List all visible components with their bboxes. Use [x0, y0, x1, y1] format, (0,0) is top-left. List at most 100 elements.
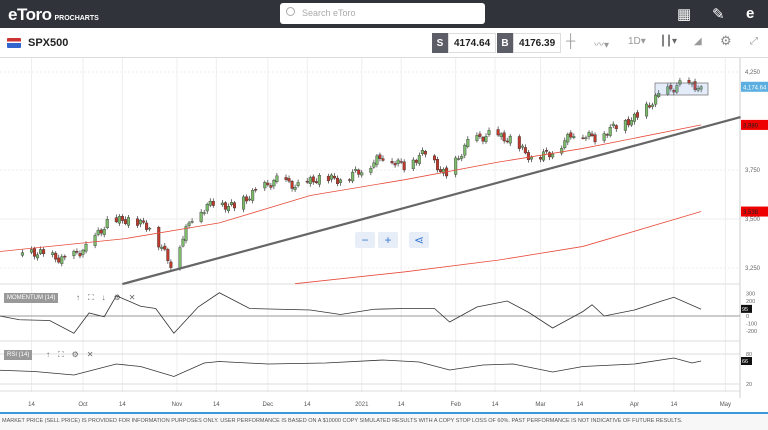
rsi-value-bg [741, 357, 752, 365]
close-icon[interactable]: ✕ [128, 293, 136, 302]
candle-up [623, 120, 627, 131]
candle-down [145, 222, 149, 230]
settings-gear-icon[interactable]: ⚙ [720, 33, 732, 48]
rsi-tick-label: 20 [746, 382, 752, 388]
maximize-icon[interactable]: ⛶ [58, 350, 64, 359]
x-tick-label: Apr [630, 402, 639, 408]
candle-up [36, 254, 40, 259]
sell-price: 4174.64 [448, 33, 497, 53]
candle-down [481, 137, 485, 142]
price-tick-label: 3,750 [745, 168, 761, 174]
candle-up [126, 217, 130, 226]
gear-icon[interactable]: ⚙ [71, 350, 79, 359]
candle-down [336, 177, 340, 184]
candle-down [517, 136, 521, 149]
gear-icon[interactable]: ⚙ [113, 293, 121, 302]
layout-icon[interactable]: ▦ [677, 6, 692, 23]
momentum-label[interactable]: MOMENTUM (14) [4, 293, 59, 303]
maximize-icon[interactable]: ⛶ [88, 293, 94, 302]
candle-up [275, 175, 279, 182]
candle-up [251, 190, 255, 201]
candle-up [487, 130, 491, 135]
ma-fast-tag: 3,980 [743, 123, 759, 129]
ma-fast-tag-bg [741, 119, 768, 130]
zoom-out-button[interactable]: − [355, 232, 375, 248]
last-price-tag: 4,174.64 [743, 85, 767, 91]
price-chart[interactable]: 14 Oct 14 Nov 14 Dec 14 2021 14 Feb 14 Mar 14 Apr 14 Ma… [0, 58, 768, 412]
timeframe-select[interactable]: 1D▾ [628, 36, 646, 47]
sell-label: S [432, 33, 448, 53]
candles-icon[interactable]: ┃┃▾ [660, 36, 678, 47]
candle-down [502, 132, 506, 142]
candle-up [417, 155, 421, 164]
candle-down [569, 132, 573, 138]
candle-up [411, 159, 415, 169]
candle-up [81, 249, 85, 255]
momentum-tick-label: -200 [746, 329, 757, 335]
x-tick-label: Mar [535, 402, 545, 408]
pencil-icon[interactable]: ✎ [712, 6, 725, 23]
candle-down [254, 189, 258, 191]
candle-down [223, 202, 227, 210]
candle-up [248, 198, 252, 201]
candle-down [590, 133, 594, 136]
disclaimer-footer: MARKET PRICE (SELL PRICE) IS PROVIDED FO… [0, 412, 768, 430]
candle-up [566, 133, 570, 143]
move-up-icon[interactable]: ↑ [76, 293, 80, 302]
candle-up [354, 169, 358, 171]
etoro-profile-icon[interactable]: e [746, 5, 755, 22]
candle-down [269, 185, 273, 188]
x-tick-label: Feb [451, 402, 462, 408]
rsi-label[interactable]: RSI (14) [4, 350, 33, 360]
candle-down [311, 176, 315, 183]
candle-down [648, 105, 652, 108]
candle-up [463, 144, 467, 156]
chart-type-icon[interactable]: 〰▾ [594, 40, 610, 51]
x-tick-label: 14 [28, 402, 35, 408]
candle-down [78, 253, 82, 257]
zoom-controls: − + ⋖ [355, 232, 429, 248]
chart-toolbar: SPX500 S 4174.64 B 4176.39 ┼ 〰▾ 1D▾ ┃┃▾ ◢ … [0, 28, 768, 58]
candle-up [229, 202, 233, 205]
fullscreen-icon[interactable]: ⤢ [750, 36, 758, 47]
move-up-icon[interactable]: ↑ [46, 350, 50, 359]
candle-down [669, 84, 673, 90]
candle-up [508, 135, 512, 144]
candle-up [139, 219, 143, 225]
candle-up [587, 132, 591, 137]
candle-up [629, 120, 633, 126]
candle-up [105, 219, 109, 229]
move-down-icon[interactable]: ↓ [101, 293, 106, 302]
last-price-tag-bg [741, 81, 768, 92]
x-tick-label: 14 [577, 402, 584, 408]
candle-down [439, 169, 443, 172]
candle-down [99, 229, 103, 234]
candle-up [317, 175, 321, 185]
candle-down [505, 140, 509, 143]
candle-down [57, 257, 61, 263]
candle-up [678, 80, 682, 85]
draw-tool-icon[interactable]: ◢ [694, 36, 702, 47]
search-input[interactable]: Search eToro [280, 3, 485, 24]
candle-up [454, 157, 458, 175]
candle-up [329, 174, 333, 180]
buy-button[interactable]: B 4176.39 [497, 33, 562, 53]
search-icon [286, 7, 295, 16]
candle-down [605, 134, 609, 136]
etoro-logo[interactable]: eToro PROCHARTS [8, 5, 99, 25]
x-tick-label: 14 [671, 402, 678, 408]
close-icon[interactable]: ✕ [86, 350, 94, 359]
candle-down [290, 181, 294, 189]
candle-up [520, 145, 524, 148]
candle-up [460, 156, 464, 159]
candle-up [148, 227, 152, 230]
zoom-in-button[interactable]: + [378, 232, 398, 248]
candle-up [293, 187, 297, 190]
crosshair-icon[interactable]: ┼ [566, 33, 576, 48]
rsi-tools: ↑ ⛶ ⚙ ✕ [46, 350, 93, 360]
candle-up [466, 139, 470, 147]
x-tick-label: 2021 [355, 402, 369, 408]
share-button[interactable]: ⋖ [409, 232, 429, 248]
sell-button[interactable]: S 4174.64 [432, 33, 497, 53]
logo-subtitle: PROCHARTS [54, 15, 99, 22]
